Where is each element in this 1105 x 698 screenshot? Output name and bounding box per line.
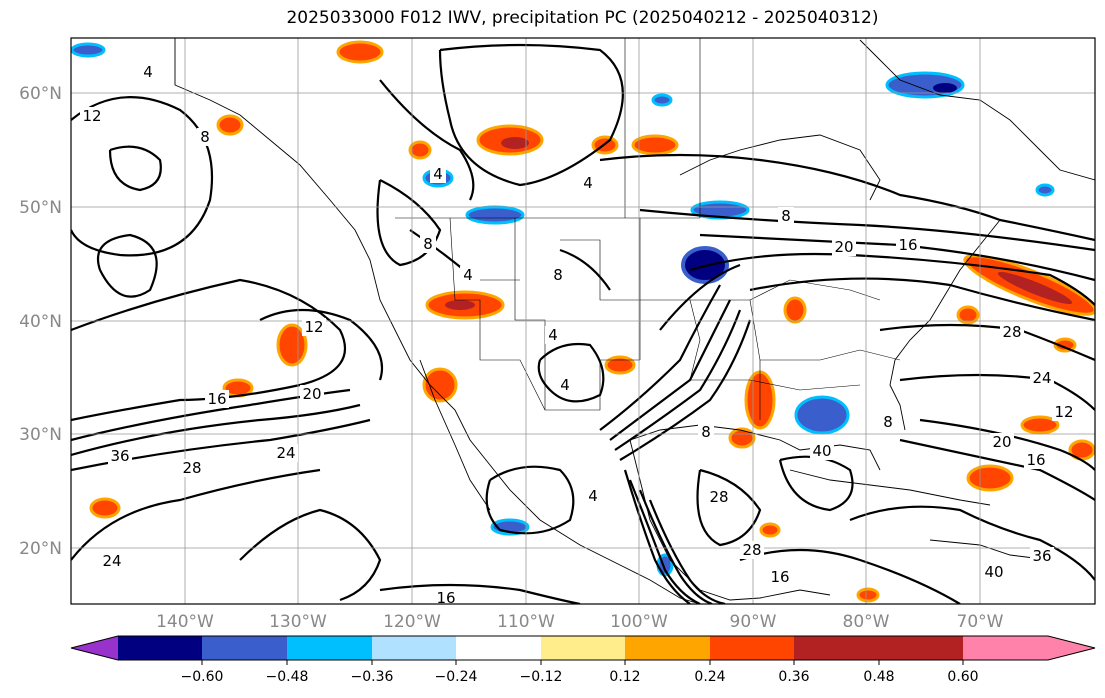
colorbar-tick-label: 0.60 <box>947 669 978 685</box>
contour-label: 8 <box>781 207 791 225</box>
lon-label: 80°W <box>843 612 890 632</box>
contour-label: 12 <box>82 107 101 125</box>
contour-label: 8 <box>553 266 563 284</box>
colorbar-bin <box>879 636 963 660</box>
contour-label: 8 <box>883 413 893 431</box>
contour-label: 24 <box>1032 369 1051 387</box>
contour-label: 40 <box>984 563 1003 581</box>
colorbar-outline <box>70 635 1096 661</box>
colorbar: −0.60 −0.48 −0.36 −0.24 −0.12 0.12 0.24 … <box>70 635 1096 685</box>
colorbar-bin <box>625 636 710 660</box>
colorbar-bin <box>202 636 287 660</box>
contour-label: 12 <box>304 318 323 336</box>
lon-label: 120°W <box>383 612 441 632</box>
contour-label: 16 <box>898 236 917 254</box>
colorbar-bin <box>794 636 879 660</box>
contour-label: 4 <box>560 376 570 394</box>
contour-label: 36 <box>1032 547 1051 565</box>
contour-label: 24 <box>102 552 121 570</box>
longitude-labels: 140°W 130°W 120°W 110°W 100°W 90°W 80°W … <box>156 612 1004 632</box>
colorbar-tick-label: −0.60 <box>181 669 224 685</box>
lon-label: 100°W <box>610 612 668 632</box>
contour-label: 40 <box>812 442 831 460</box>
lon-label: 90°W <box>730 612 777 632</box>
contour-label: 20 <box>302 385 321 403</box>
lat-label: 40°N <box>19 312 62 332</box>
contour-label: 8 <box>200 128 210 146</box>
contour-label: 4 <box>463 266 473 284</box>
contour-label: 16 <box>770 568 789 586</box>
lon-label: 130°W <box>269 612 327 632</box>
colorbar-bin <box>118 636 202 660</box>
lat-label: 60°N <box>19 84 62 104</box>
colorbar-extend-low <box>71 636 118 660</box>
colorbar-tick-label: 0.24 <box>694 669 725 685</box>
colorbar-bin <box>710 636 794 660</box>
contour-label: 4 <box>433 165 443 183</box>
colorbar-bin <box>456 636 541 660</box>
lat-label: 50°N <box>19 198 62 218</box>
contour-label: 16 <box>436 589 455 607</box>
contour-label: 4 <box>143 63 153 81</box>
lon-label: 70°W <box>957 612 1004 632</box>
colorbar-tick-label: −0.48 <box>266 669 309 685</box>
lon-label: 110°W <box>497 612 555 632</box>
contour-label: 28 <box>709 488 728 506</box>
colorbar-ticks <box>201 660 964 665</box>
latitude-labels: 20°N 30°N 40°N 50°N 60°N <box>19 84 62 559</box>
colorbar-tick-label: −0.24 <box>435 669 478 685</box>
colorbar-extend-high <box>963 636 1095 660</box>
lon-label: 140°W <box>156 612 214 632</box>
map-frame <box>70 37 1096 605</box>
contour-label: 4 <box>588 487 598 505</box>
contour-labels: 4 12 8 4 4 8 8 20 16 4 8 12 4 4 <box>80 63 1076 607</box>
contour-label: 16 <box>1026 451 1045 469</box>
contour-label: 12 <box>1054 403 1073 421</box>
contour-label: 20 <box>992 433 1011 451</box>
precip-shading-positive <box>89 40 1095 603</box>
contour-label: 36 <box>110 447 129 465</box>
contour-label: 4 <box>548 326 558 344</box>
lat-label: 30°N <box>19 425 62 445</box>
colorbar-tick-label: 0.48 <box>863 669 894 685</box>
colorbar-tick-label: −0.12 <box>520 669 563 685</box>
map-title: 2025033000 F012 IWV, precipitation PC (2… <box>286 8 879 28</box>
contour-label: 20 <box>834 238 853 256</box>
contour-label: 28 <box>182 459 201 477</box>
colorbar-tick-label: −0.36 <box>351 669 394 685</box>
state-borders <box>395 38 901 420</box>
contour-label: 28 <box>742 541 761 559</box>
map-gridlines <box>71 38 1095 604</box>
precip-shading-negative <box>71 42 1055 577</box>
colorbar-tick-label: 0.12 <box>609 669 640 685</box>
contour-label: 4 <box>583 174 593 192</box>
colorbar-bin <box>372 636 456 660</box>
colorbar-tick-label: 0.36 <box>778 669 809 685</box>
contour-label: 16 <box>207 390 226 408</box>
colorbar-bin <box>541 636 625 660</box>
contour-label: 28 <box>1002 323 1021 341</box>
contour-label: 24 <box>276 444 295 462</box>
contour-label: 8 <box>423 235 433 253</box>
lat-label: 20°N <box>19 539 62 559</box>
colorbar-bin <box>287 636 372 660</box>
contour-label: 8 <box>701 423 711 441</box>
